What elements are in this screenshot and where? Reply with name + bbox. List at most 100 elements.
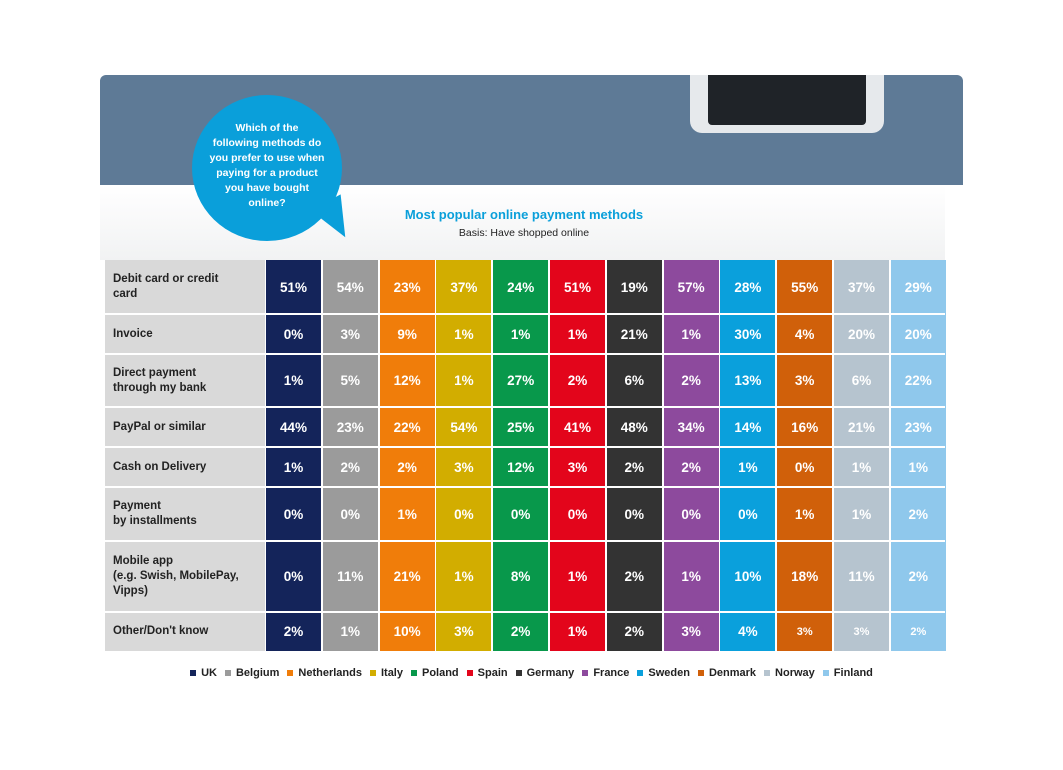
value-cell: 30% [734,326,762,342]
value-cell: 1% [397,506,417,522]
value-cell: 10% [393,624,421,639]
chart-subtitle: Basis: Have shopped online [458,227,590,239]
value-cell: 3% [681,624,701,639]
value-cell: 2% [681,459,701,475]
value-cell: 0% [340,506,361,522]
legend-label: Finland [833,667,873,679]
country-column: 54% 3% 5% 23% 2% 0% 11% 1% [322,260,378,651]
value-cell: 2% [567,373,588,388]
value-cell: 23% [393,279,421,295]
legend-swatch [764,670,771,676]
value-cell: 1% [340,624,361,639]
row-label: Mobile app (e.g. Swish, MobilePay, Vipps… [113,555,239,597]
row-label: Cash on Delivery [113,460,207,473]
value-cell: 51% [563,279,592,295]
value-cell: 48% [620,419,648,435]
value-cell: 2% [910,625,927,638]
legend-label: Germany [526,667,575,679]
value-cell: 2% [510,624,531,639]
value-cell: 41% [563,419,592,435]
legend-item: Denmark [697,667,757,679]
legend-label: Belgium [235,667,280,679]
row-label: Payment by installments [113,500,197,527]
value-cell: 2% [624,624,645,639]
country-column: 24% 1% 27% 25% 12% 0% 8% 2% [493,260,549,651]
value-cell: 2% [624,569,645,584]
value-cell: 0% [794,459,815,475]
value-cell: 1% [851,506,872,522]
legend-item: UK [190,667,217,679]
value-cell: 37% [450,279,478,295]
country-column: 28% 30% 13% 14% 1% 0% 10% 4% [720,260,776,651]
value-cell: 23% [904,419,932,435]
value-cell: 6% [851,373,872,388]
legend-swatch [287,670,294,676]
country-column: 55% 4% 3% 16% 0% 1% 18% 3% [777,260,833,651]
legend-item: Spain [466,667,508,679]
value-cell: 4% [794,326,815,342]
value-cell: 2% [908,569,929,584]
value-cell: 3% [796,625,813,638]
value-cell: 54% [450,419,478,435]
phone-screen-illustration [708,75,866,125]
question-speech-bubble: Which of the following methods do you pr… [192,95,342,241]
legend-item: Poland [410,667,459,679]
value-cell: 2% [340,459,361,475]
legend-item: Netherlands [287,667,362,679]
value-cell: 1% [454,569,474,584]
legend-swatch [697,670,704,676]
chart-legend: UK Belgium Netherlands Italy Poland Spain Germ… [100,665,963,681]
value-cell: 0% [681,506,701,522]
value-cell: 22% [904,373,932,388]
legend-swatch [582,670,589,676]
legend-label: France [593,667,630,679]
value-cell: 2% [283,624,304,639]
value-cell: 18% [791,569,819,584]
legend-label: Denmark [708,667,757,679]
value-cell: 34% [677,419,705,435]
value-cell: 1% [567,624,588,639]
value-cell: 1% [567,326,588,342]
value-cell: 55% [791,279,819,295]
value-cell: 21% [847,419,876,435]
value-cell: 2% [624,459,645,475]
row-separator [105,611,945,613]
value-cell: 12% [393,373,421,388]
value-cell: 1% [454,326,474,342]
row-label: Other/Don't know [113,625,209,637]
value-cell: 21% [393,569,421,584]
legend-swatch [466,670,473,676]
survey-question: Which of the following methods do you pr… [209,122,325,209]
value-cell: 10% [734,569,762,584]
legend-label: Netherlands [298,667,362,679]
country-column: 23% 9% 12% 22% 2% 1% 21% 10% [379,260,435,651]
value-cell: 25% [507,419,535,435]
value-cell: 5% [340,373,361,388]
value-cell: 14% [734,419,762,435]
country-column: 51% 1% 2% 41% 3% 0% 1% 1% [550,260,605,651]
value-cell: 37% [847,279,876,295]
value-cell: 54% [336,279,364,295]
value-cell: 8% [510,569,531,584]
value-cell: 0% [283,326,304,342]
value-cell: 3% [567,459,588,475]
legend-item: Belgium [224,667,280,679]
value-cell: 0% [738,506,758,522]
legend-label: Spain [477,667,508,679]
value-cell: 9% [397,326,417,342]
value-cell: 16% [791,419,819,435]
value-cell: 3% [340,326,361,342]
row-separator [105,406,945,408]
country-column: 51% 0% 1% 44% 1% 0% 0% 2% [266,260,321,651]
chart-title: Most popular online payment methods [404,207,644,222]
legend-swatch [410,670,417,676]
row-separator [105,540,945,542]
value-cell: 1% [681,569,701,584]
value-cell: 23% [336,419,364,435]
country-column: 37% 20% 6% 21% 1% 1% 11% 3% [834,260,889,651]
row-label: Direct payment through my bank [113,366,207,394]
value-cell: 3% [794,373,815,388]
value-cell: 27% [507,373,535,388]
value-cell: 57% [677,279,705,295]
value-cell: 0% [567,506,588,522]
